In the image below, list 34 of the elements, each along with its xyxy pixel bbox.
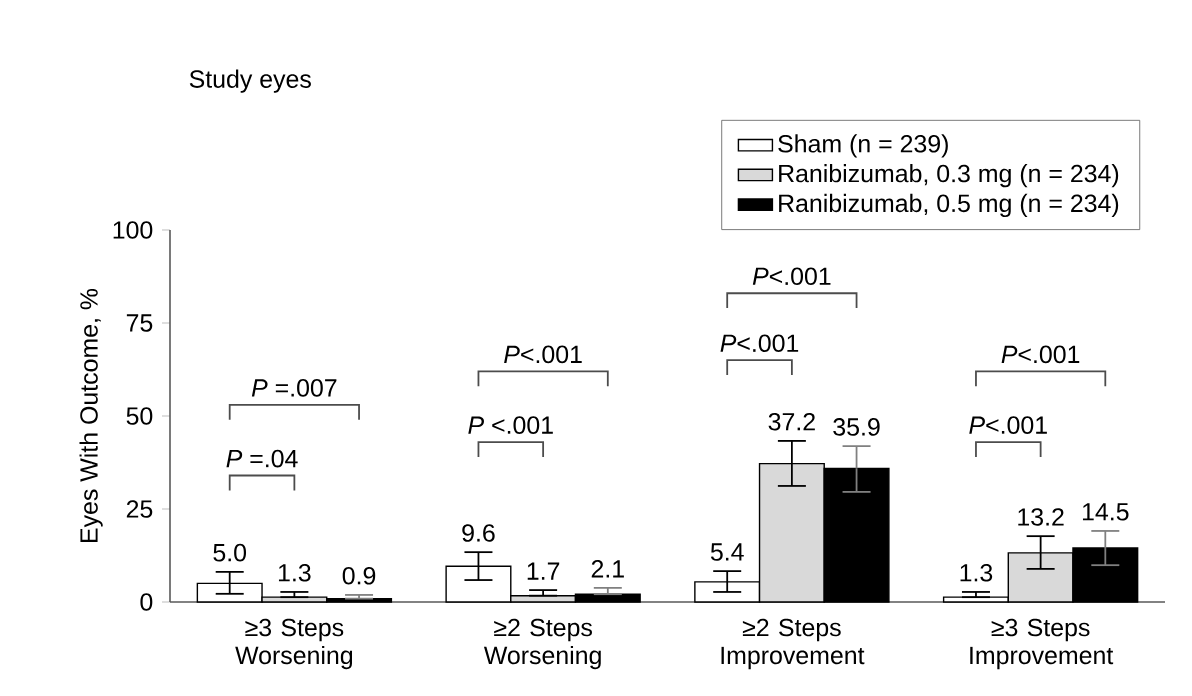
y-tick-label: 100: [113, 221, 153, 239]
annotation: P<.001: [752, 267, 831, 286]
data-label: 2.1: [591, 560, 624, 578]
annotation: P<.001: [720, 334, 799, 353]
y-tick-label: 75: [126, 314, 153, 332]
legend-label: Ranibizumab, 0.5 mg (n = 234): [779, 193, 1119, 218]
data-label: 14.5: [1082, 503, 1129, 521]
x-tick-label: ≥3 Steps Worsening: [235, 618, 353, 670]
data-label: 1.3: [960, 563, 993, 582]
annotation: P <.001: [468, 416, 553, 434]
data-label: 13.2: [1018, 508, 1064, 526]
data-label: 35.9: [833, 418, 880, 436]
x-tick-label: ≥2 Steps Improvement: [721, 618, 865, 670]
y-tick-label: 50: [126, 407, 153, 425]
annotation: P<.001: [504, 345, 582, 364]
annotation: P =.007: [251, 379, 337, 397]
data-label: 9.6: [462, 524, 495, 542]
data-label: 37.2: [768, 412, 815, 431]
chart-title: Study eyes: [189, 69, 311, 93]
y-axis-title: Eyes With Outcome, %: [79, 288, 103, 542]
x-tick-label: ≥3 Steps Improvement: [970, 618, 1114, 670]
data-label: 1.7: [527, 562, 560, 580]
annotation: P<.001: [1001, 345, 1080, 364]
annotation: P<.001: [969, 416, 1047, 434]
legend-label: Sham (n = 239): [778, 134, 948, 158]
legend-label: Ranibizumab, 0.3 mg (n = 234): [779, 164, 1119, 188]
data-label: 0.9: [342, 566, 376, 585]
data-label: 5.4: [710, 543, 744, 561]
y-tick-label: 0: [140, 593, 153, 611]
data-label: 5.0: [213, 543, 247, 562]
x-tick-label: ≥2 Steps Worsening: [483, 618, 601, 670]
data-label: 1.3: [278, 563, 311, 582]
annotation: P =.04: [226, 449, 298, 468]
y-tick-label: 25: [126, 500, 153, 518]
